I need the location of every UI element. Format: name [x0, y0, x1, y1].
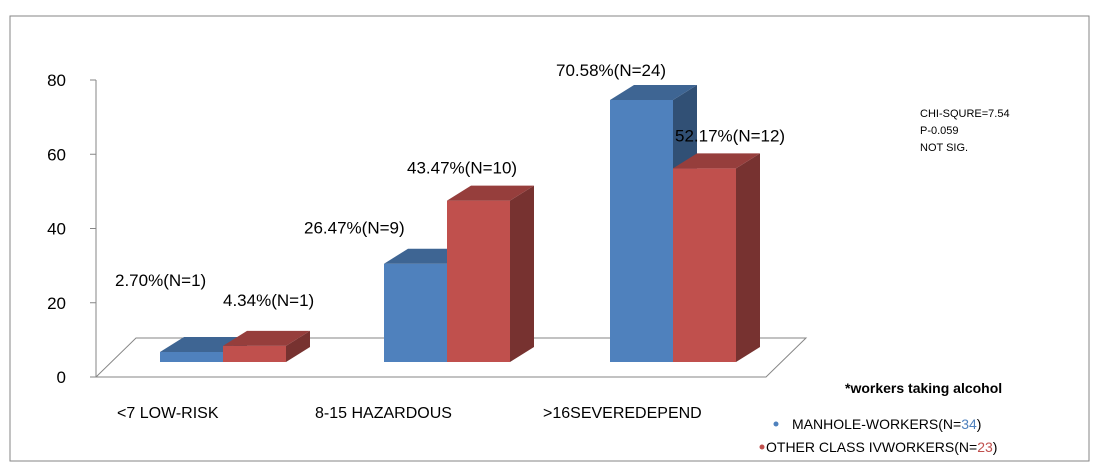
data-label: 2.70%(N=1)	[115, 271, 206, 290]
legend-marker	[759, 444, 765, 450]
legend-item: OTHER CLASS IVWORKERS(N=23)	[759, 439, 997, 455]
data-label: 70.58%(N=24)	[556, 61, 666, 80]
stats-annotation: CHI-SQURE=7.54 P-0.059 NOT SIG.	[920, 108, 1010, 154]
bar-other-1	[447, 185, 534, 362]
y-tick-label: 0	[57, 368, 66, 387]
bar-top	[610, 84, 697, 100]
bar-side	[286, 330, 310, 362]
legend-label: OTHER CLASS IVWORKERS(N=23)	[766, 439, 997, 455]
y-tick-label: 20	[47, 294, 66, 313]
category-label: 8-15 HAZARDOUS	[315, 405, 452, 422]
y-tick-label: 60	[47, 145, 66, 164]
category-label: <7 LOW-RISK	[117, 405, 219, 422]
category-labels: <7 LOW-RISK 8-15 HAZARDOUS >16SEVEREDEPEND	[117, 405, 702, 422]
data-label: 43.47%(N=10)	[407, 159, 517, 178]
legend: *workers taking alcohol MANHOLE-WORKERS(…	[759, 380, 1002, 455]
legend-title: *workers taking alcohol	[845, 380, 1002, 396]
bar-side	[736, 153, 760, 362]
data-label: 26.47%(N=9)	[304, 219, 405, 238]
annotation-line-2: P-0.059	[920, 125, 959, 137]
bar-top	[223, 330, 310, 346]
bar-front	[160, 351, 223, 362]
annotation-line-3: NOT SIG.	[920, 142, 968, 154]
bar-top	[447, 185, 534, 201]
legend-label: MANHOLE-WORKERS(N=34)	[792, 416, 981, 432]
y-axis-ticks: 0 20 40 60 80	[47, 71, 96, 387]
bar-side	[510, 185, 534, 362]
bars	[160, 84, 760, 363]
y-tick-label: 40	[47, 220, 66, 239]
category-label: >16SEVEREDEPEND	[543, 405, 702, 422]
legend-items: MANHOLE-WORKERS(N=34) OTHER CLASS IVWORKE…	[759, 416, 997, 455]
annotation-line-1: CHI-SQURE=7.54	[920, 108, 1010, 120]
bar-front	[384, 263, 447, 362]
bar-other-2	[673, 153, 760, 362]
data-label: 52.17%(N=12)	[675, 126, 785, 145]
bar-other-0	[223, 330, 310, 362]
bar-front	[673, 168, 736, 362]
bar-front	[610, 99, 673, 363]
legend-item: MANHOLE-WORKERS(N=34)	[773, 416, 981, 432]
data-label: 4.34%(N=1)	[223, 291, 314, 310]
bar-front	[447, 200, 510, 362]
bar-front	[223, 345, 286, 362]
y-tick-label: 80	[47, 71, 66, 90]
chart-border	[9, 15, 1090, 462]
data-labels: 2.70%(N=1) 4.34%(N=1) 26.47%(N=9) 43.47%(N=…	[115, 61, 785, 310]
bar-top	[673, 153, 760, 169]
legend-marker	[773, 421, 779, 427]
